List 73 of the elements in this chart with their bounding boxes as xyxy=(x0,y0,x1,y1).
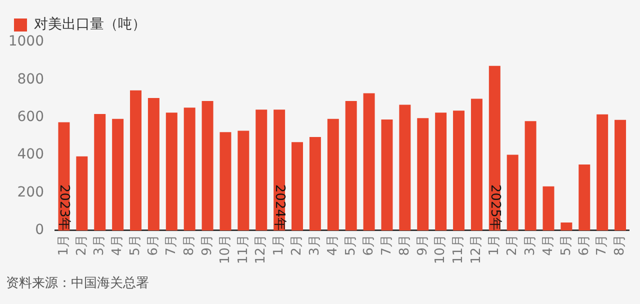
x-tick-label: 1月 xyxy=(272,234,287,256)
bar xyxy=(238,130,250,230)
x-tick-label: 12月 xyxy=(254,234,269,264)
x-tick-label: 2月 xyxy=(504,234,520,256)
x-tick-label: 6月 xyxy=(146,234,162,256)
x-tick-label: 5月 xyxy=(128,234,144,256)
bar xyxy=(309,136,321,230)
bar xyxy=(184,108,196,230)
y-tick-label: 1000 xyxy=(8,34,44,50)
x-tick-label: 11月 xyxy=(236,234,251,264)
x-tick-label: 7月 xyxy=(379,234,394,256)
bar xyxy=(381,119,393,230)
bar xyxy=(256,110,268,230)
x-tick-label: 4月 xyxy=(540,234,556,256)
y-tick-label: 400 xyxy=(17,146,44,163)
bar xyxy=(542,186,554,230)
bar xyxy=(560,222,572,230)
bar xyxy=(614,120,626,230)
x-tick-label: 6月 xyxy=(361,234,376,256)
x-tick-label: 7月 xyxy=(594,234,610,256)
x-tick-label: 5月 xyxy=(558,234,574,256)
bar xyxy=(202,100,214,230)
bar xyxy=(148,98,160,230)
bar xyxy=(345,100,357,230)
bar xyxy=(327,118,339,230)
x-tick-label: 6月 xyxy=(576,234,592,256)
text: 资料来源：中国海关总署 xyxy=(6,275,149,292)
bar xyxy=(488,66,500,230)
x-tick-label: 1月 xyxy=(56,234,72,256)
x-tick-label: 8月 xyxy=(612,234,628,256)
annotation: 2025年 xyxy=(487,184,502,230)
bar xyxy=(166,112,178,230)
x-tick-label: 9月 xyxy=(415,234,430,256)
x-tick-label: 8月 xyxy=(182,234,197,256)
bar xyxy=(112,118,124,230)
x-tick-label: 4月 xyxy=(110,234,126,256)
bar xyxy=(363,93,375,230)
x-tick-label: 2月 xyxy=(290,234,305,256)
bar xyxy=(578,164,590,230)
bar xyxy=(399,104,411,230)
x-tick-label: 4月 xyxy=(326,234,341,256)
bar xyxy=(130,90,142,230)
bar xyxy=(596,114,608,230)
x-tick-label: 3月 xyxy=(308,234,323,256)
bar xyxy=(76,156,88,230)
x-tick-label: 7月 xyxy=(164,234,180,256)
y-tick-label: 200 xyxy=(17,184,44,200)
x-tick-label: 3月 xyxy=(522,234,538,256)
bar xyxy=(292,142,304,230)
x-tick-label: 2月 xyxy=(74,234,90,256)
x-tick-label: 10月 xyxy=(218,234,233,264)
x-tick-label: 8月 xyxy=(397,234,412,256)
y-tick-label: 600 xyxy=(17,109,44,126)
y-tick-label: 800 xyxy=(17,71,44,88)
bar xyxy=(470,98,482,230)
x-tick-label: 12月 xyxy=(469,234,484,264)
x-tick-label: 11月 xyxy=(451,234,466,264)
annotation: 2023年 xyxy=(56,184,72,230)
bar xyxy=(417,118,429,230)
x-tick-label: 5月 xyxy=(343,234,358,256)
y-tick-label: 0 xyxy=(35,222,44,238)
bar xyxy=(94,114,106,230)
annotation: 2024年 xyxy=(272,184,287,230)
bar xyxy=(524,121,536,230)
x-tick-label: 10月 xyxy=(433,234,448,264)
bar xyxy=(506,154,518,230)
x-tick-label: 1月 xyxy=(487,234,502,256)
bar xyxy=(435,112,447,230)
x-tick-label: 3月 xyxy=(92,234,108,256)
x-tick-label: 9月 xyxy=(200,234,215,256)
legend-label: 对美出口量（吨） xyxy=(34,16,146,33)
bar xyxy=(453,110,465,230)
bar xyxy=(220,132,232,230)
